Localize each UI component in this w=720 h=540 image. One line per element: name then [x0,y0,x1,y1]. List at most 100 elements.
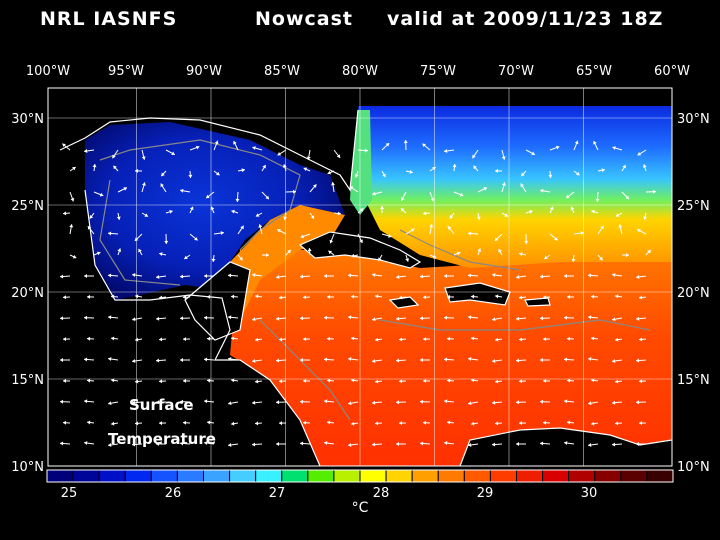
colorbar-swatch [176,469,205,483]
current-vector [400,207,407,214]
current-vector [398,295,407,300]
current-vector [155,358,167,363]
map-border [47,87,673,467]
current-vector [405,228,415,235]
current-vector [520,170,527,177]
model-name: NRL IASNFS [40,8,178,30]
lon-tick-label: 90°W [186,64,222,79]
longitude-tick-labels: 100°W 95°W 90°W 85°W 80°W 75°W 70°W 65°W 60°W [26,64,690,79]
current-vector [357,233,363,244]
current-vector [590,336,599,341]
current-vector [351,253,359,258]
current-vector [203,315,215,320]
current-vector [252,317,263,322]
lat-tick-label-left: 25°N [11,199,44,214]
current-vector [615,294,623,299]
current-vector [563,357,575,362]
current-vector [518,379,527,384]
current-vector [326,294,335,299]
current-vector [86,336,95,341]
current-vector [205,191,215,199]
current-vector [206,378,215,383]
current-vector [233,140,239,151]
current-vector [252,400,263,405]
current-vector [159,252,167,257]
current-vector [324,399,335,404]
current-vector [539,441,551,446]
lat-tick-label-left: 10°N [11,460,44,475]
current-vector [132,358,143,363]
current-vector [182,295,191,300]
current-vector [587,273,599,278]
current-vector [323,357,335,362]
current-vector [324,274,334,278]
current-vector [323,315,335,320]
current-vector [494,379,503,384]
current-vector [542,295,551,300]
current-vector [618,224,623,235]
current-vector [204,399,215,404]
colorbar-swatch [255,469,283,483]
colorbar-swatch [620,469,648,483]
current-vector [156,274,167,279]
current-vector [422,211,431,216]
current-vector [422,420,431,425]
current-vector [160,170,167,177]
current-vector [83,357,95,362]
current-vector [565,191,575,199]
current-vector [549,206,554,214]
current-vector [275,358,287,363]
current-vector [59,399,71,404]
current-vector [453,191,464,197]
current-vector [429,224,434,235]
lat-tick-label-left: 15°N [11,373,44,388]
current-vector [299,441,311,446]
colorbar-swatch [463,469,491,483]
current-vector [276,274,287,279]
current-vector [309,184,317,193]
current-vector [492,358,503,363]
current-vector [228,357,239,362]
current-vector [638,295,647,300]
current-vector [357,148,369,153]
current-vector [110,336,119,341]
current-vector [141,149,146,160]
current-vector [228,401,239,406]
lon-tick-label: 95°W [108,64,144,79]
current-vector [255,212,263,217]
current-vector [237,225,245,235]
current-vector [443,357,455,362]
current-vector [400,191,407,202]
current-vector [429,254,437,259]
current-vector [138,248,143,256]
current-vector [612,273,623,278]
current-vector [111,421,119,426]
current-vector [237,168,245,173]
current-vector [276,442,286,446]
current-vector [398,337,407,342]
current-vector [333,211,342,216]
current-vector [591,378,599,383]
current-vector [324,441,335,446]
current-vector [206,294,215,299]
current-vector [213,170,220,176]
current-vector [643,212,648,220]
colorbar-swatch [203,469,231,483]
current-vector [566,336,575,341]
current-vector [515,358,527,363]
coastlines [59,109,672,466]
current-vector [595,191,600,203]
current-vector [452,163,457,172]
current-vector [261,191,270,200]
current-vector [453,251,461,256]
current-vector [306,149,311,160]
current-vector [231,421,239,426]
current-vector [179,274,191,279]
colorbar-swatch [229,469,257,483]
current-vector [180,358,190,362]
current-vectors [59,139,657,447]
current-vector [588,442,599,447]
current-vector [300,233,311,239]
current-vector [573,170,580,176]
current-vector [155,400,167,405]
